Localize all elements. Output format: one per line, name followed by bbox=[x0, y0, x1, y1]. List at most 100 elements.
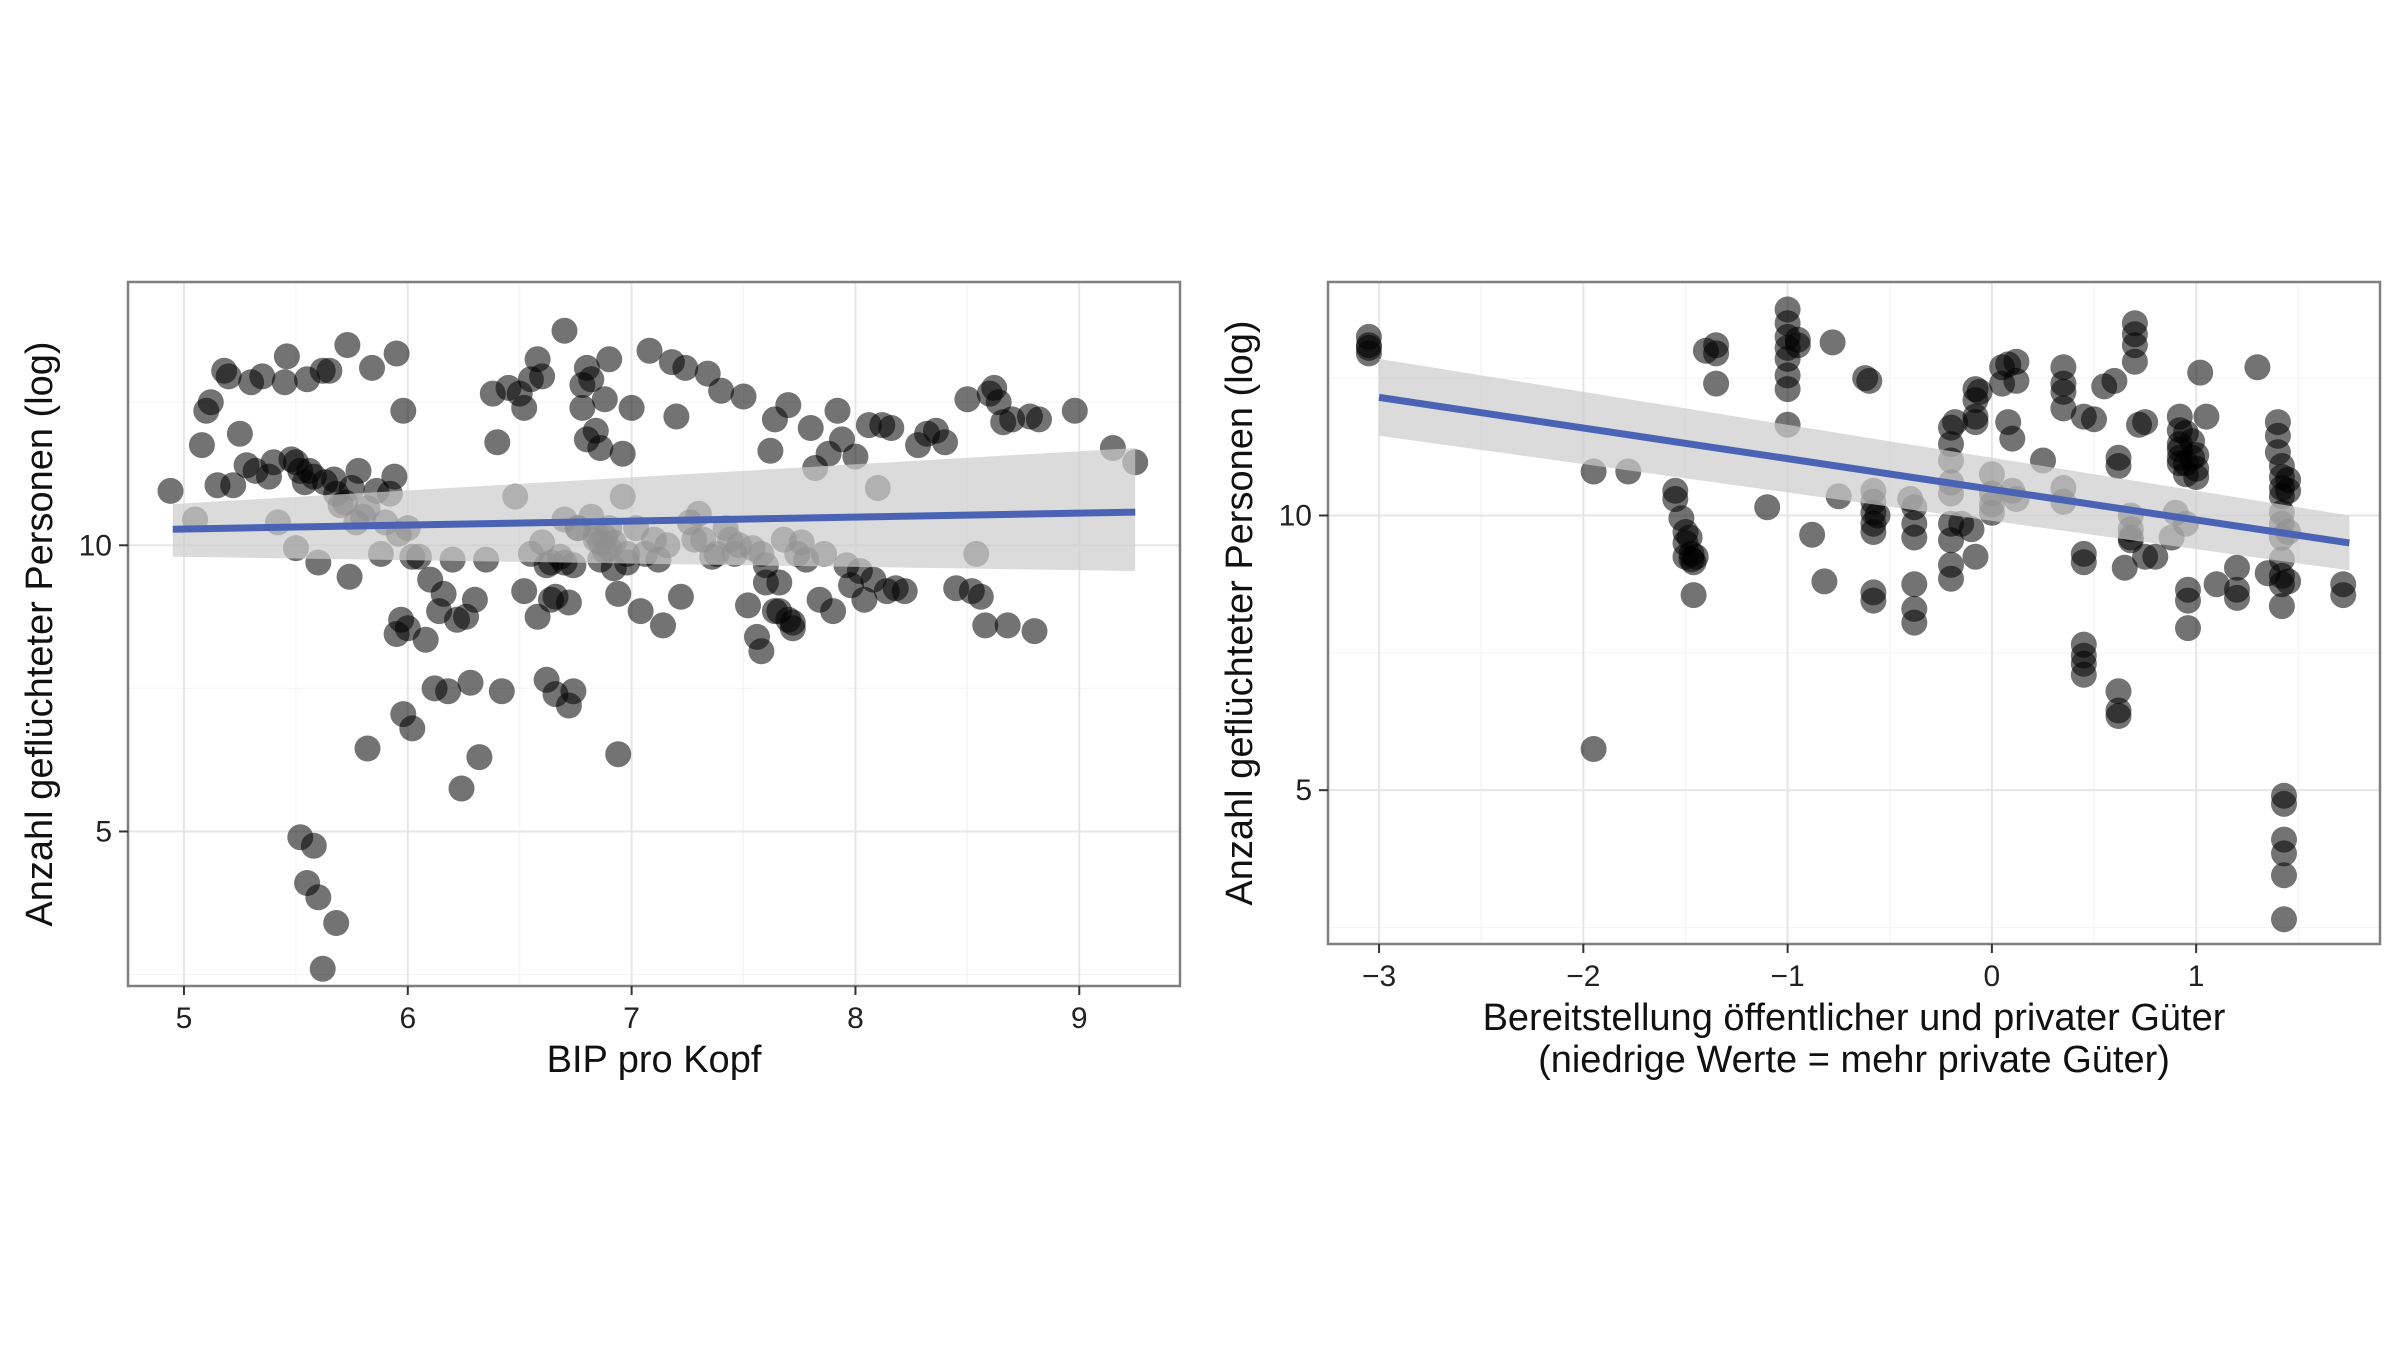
scatter-point bbox=[359, 354, 385, 381]
scatter-point bbox=[891, 578, 918, 605]
scatter-point bbox=[1938, 565, 1964, 592]
scatter-point bbox=[1942, 409, 1969, 436]
y-axis-title: Anzahl geflüchteter Personen (log) bbox=[1219, 320, 1261, 905]
scatter-point bbox=[1962, 409, 1989, 436]
scatter-point bbox=[226, 420, 253, 447]
scatter-point bbox=[430, 580, 457, 607]
scatter-point bbox=[336, 563, 363, 590]
scatter-point bbox=[1999, 425, 2026, 452]
x-tick-label: −1 bbox=[1771, 960, 1805, 993]
scatter-point bbox=[2275, 477, 2302, 504]
scatter-point bbox=[2050, 395, 2077, 422]
scatter-point bbox=[1856, 367, 1883, 394]
x-tick-label: 8 bbox=[847, 1002, 864, 1035]
scatter-point bbox=[1860, 579, 1887, 606]
scatter-point bbox=[1811, 568, 1838, 595]
scatter-point bbox=[618, 394, 645, 421]
scatter-point bbox=[412, 626, 439, 653]
scatter-point bbox=[271, 369, 298, 396]
scatter-point bbox=[157, 477, 184, 504]
scatter-point bbox=[842, 443, 869, 470]
scatter-point bbox=[967, 583, 994, 610]
scatter-point bbox=[484, 429, 511, 456]
x-tick-label: −3 bbox=[1362, 960, 1396, 993]
scatter-point bbox=[851, 586, 878, 613]
scatter-point bbox=[197, 389, 224, 416]
scatter-point bbox=[2224, 584, 2250, 611]
scatter-point bbox=[555, 692, 582, 719]
scatter-point bbox=[2175, 587, 2201, 614]
plot-frame bbox=[1326, 280, 2382, 946]
scatter-point bbox=[663, 403, 690, 430]
scatter-point bbox=[605, 580, 632, 607]
x-axis-subtitle: (niedrige Werte = mehr private Güter) bbox=[1538, 1039, 2170, 1081]
scatter-point bbox=[511, 578, 538, 605]
scatter-point bbox=[775, 392, 802, 419]
scatter-point bbox=[466, 744, 493, 771]
y-tick-label: 10 bbox=[79, 529, 112, 562]
scatter-point bbox=[2224, 554, 2250, 581]
scatter-point bbox=[1901, 524, 1928, 551]
scatter-point bbox=[390, 397, 417, 424]
y-axis-title: Anzahl geflüchteter Personen (log) bbox=[19, 341, 61, 926]
scatter-point bbox=[300, 832, 327, 859]
scatter-point bbox=[1703, 332, 1730, 359]
x-tick-label: 5 bbox=[176, 1002, 193, 1035]
scatter-point bbox=[824, 397, 851, 424]
scatter-point bbox=[2203, 571, 2230, 598]
plot-frame bbox=[126, 280, 1182, 988]
scatter-point bbox=[188, 432, 215, 459]
scatter-point bbox=[1021, 618, 1048, 645]
scatter-point bbox=[2193, 403, 2220, 430]
scatter-point bbox=[2330, 582, 2357, 609]
scatter-point bbox=[596, 346, 623, 373]
scatter-point bbox=[1966, 378, 1993, 405]
x-axis-title: Bereitstellung öffentlicher und privater… bbox=[1483, 997, 2226, 1039]
scatter-point bbox=[636, 337, 663, 364]
scatter-point bbox=[730, 383, 757, 410]
scatter-point bbox=[220, 472, 247, 499]
scatter-point bbox=[488, 678, 515, 705]
scatter-point bbox=[1962, 543, 1989, 570]
scatter-point bbox=[2187, 359, 2214, 386]
scatter-point bbox=[316, 357, 343, 384]
scatter-point bbox=[2105, 678, 2132, 705]
scatter-point bbox=[1784, 326, 1811, 353]
scatter-point bbox=[672, 354, 699, 381]
scatter-point bbox=[1901, 609, 1928, 636]
scatter-point bbox=[435, 678, 462, 705]
y-tick-label: 5 bbox=[95, 815, 112, 848]
scatter-panel-2: −3 −2 −1 0 1 5 10 Bereitstellung öffentlicher u… bbox=[1219, 280, 2382, 1081]
confidence-band bbox=[1379, 358, 2350, 571]
scatter-point bbox=[605, 741, 632, 768]
scatter-point bbox=[735, 592, 761, 619]
scatter-point bbox=[1355, 334, 1382, 361]
scatter-point bbox=[2271, 790, 2297, 817]
scatter-point bbox=[1819, 329, 1846, 356]
scatter-point bbox=[820, 598, 847, 625]
scatter-point bbox=[383, 340, 410, 367]
scatter-point bbox=[2271, 862, 2297, 889]
scatter-point bbox=[591, 386, 618, 413]
scatter-point bbox=[1799, 521, 1826, 548]
scatter-point bbox=[569, 394, 596, 421]
scatter-point bbox=[667, 583, 694, 610]
scatter-point bbox=[2271, 840, 2297, 867]
scatter-point bbox=[345, 457, 372, 484]
scatter-point bbox=[2070, 549, 2097, 576]
x-tick-label: 9 bbox=[1071, 1002, 1088, 1035]
scatter-point bbox=[2105, 703, 2132, 729]
scatter-point bbox=[334, 332, 361, 358]
scatter-point bbox=[448, 775, 475, 802]
scatter-point bbox=[587, 435, 614, 461]
scatter-point bbox=[627, 598, 654, 625]
scatter-point bbox=[1703, 370, 1730, 397]
scatter-point bbox=[1026, 406, 1052, 433]
scatter-point bbox=[381, 463, 408, 490]
scatter-point bbox=[650, 612, 676, 639]
scatter-point bbox=[273, 343, 300, 370]
scatter-point bbox=[1864, 502, 1891, 529]
scatter-point bbox=[2111, 554, 2138, 581]
scatter-point bbox=[1958, 516, 1985, 543]
